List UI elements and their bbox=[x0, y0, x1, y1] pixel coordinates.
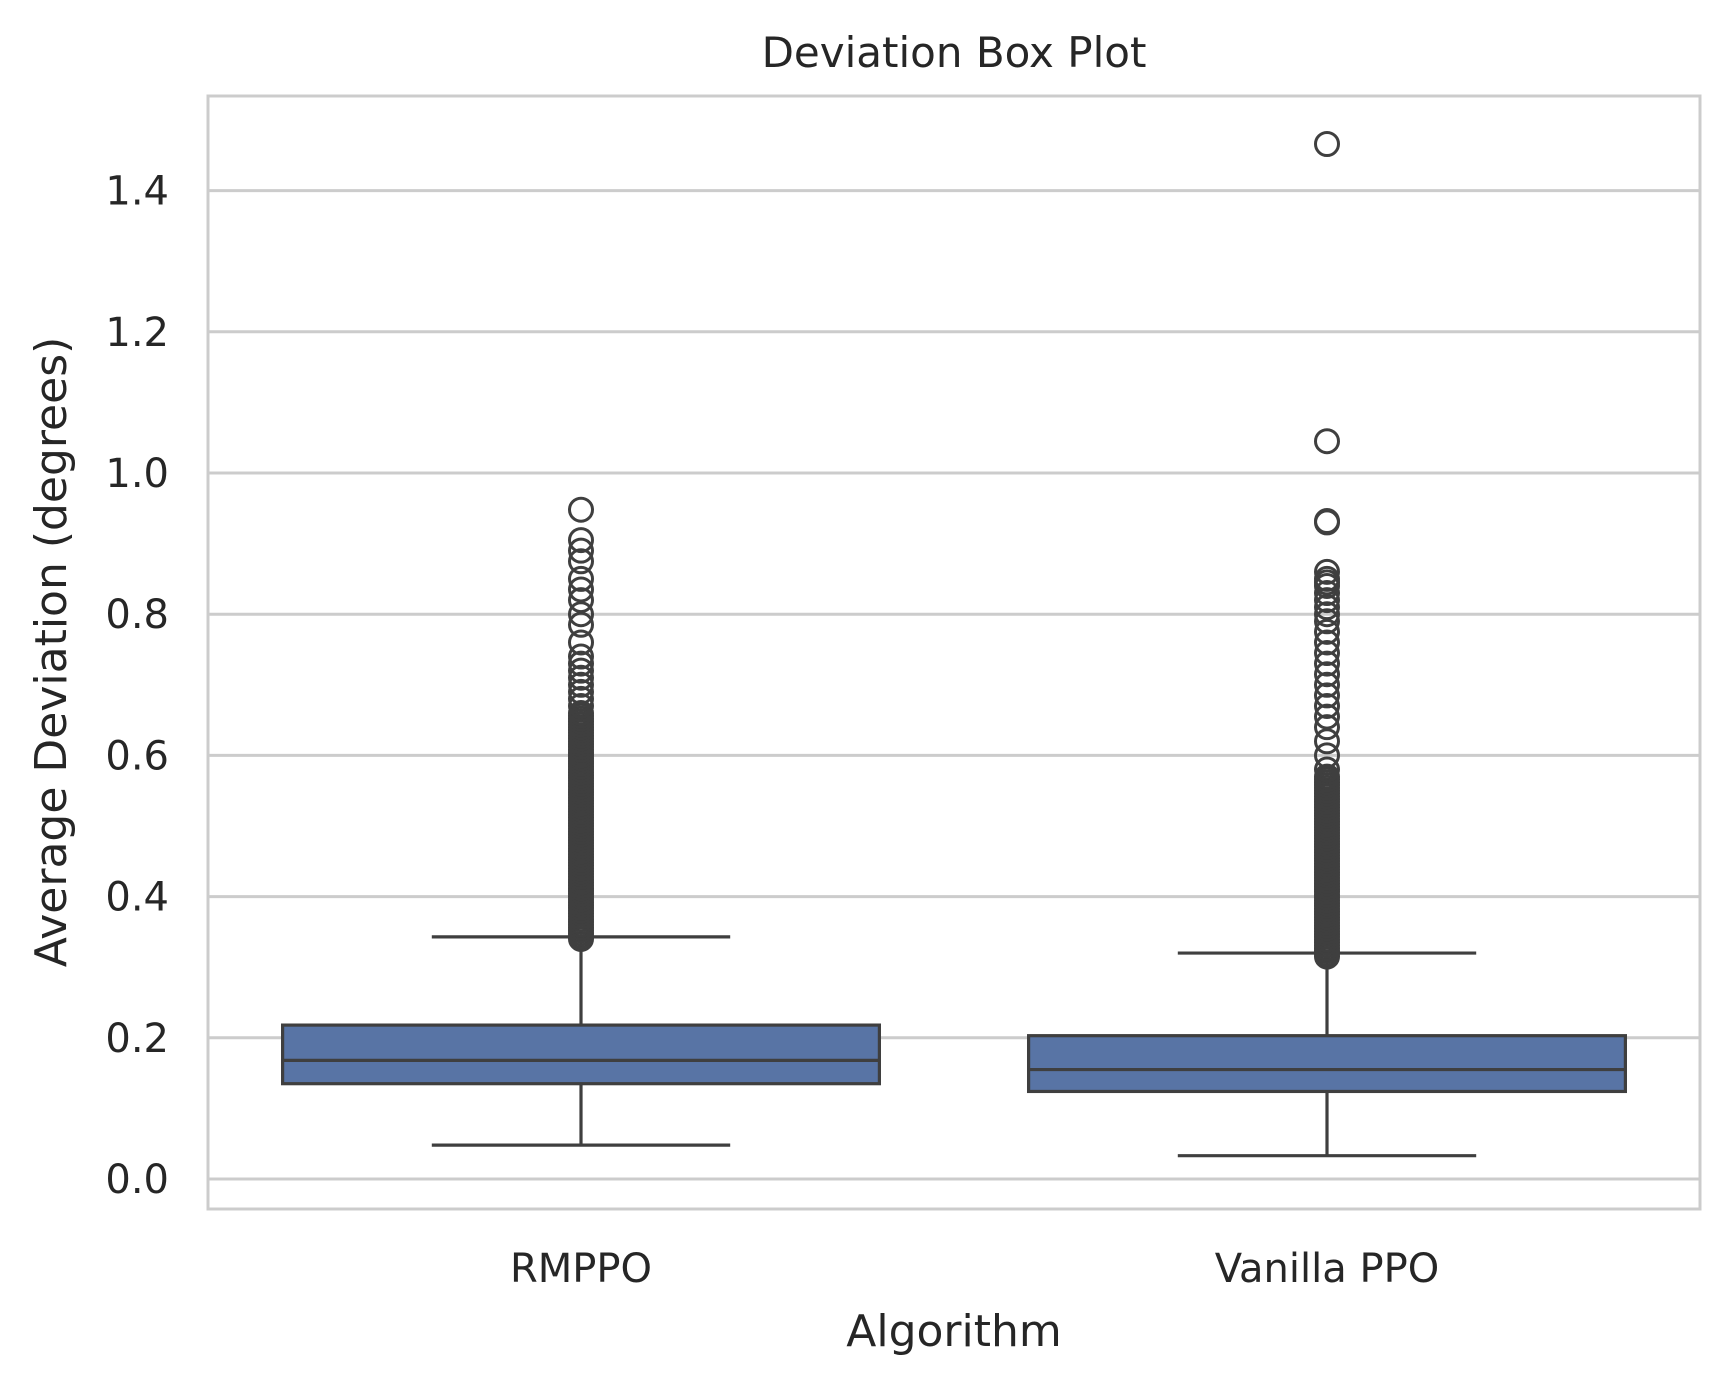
outlier-point bbox=[1314, 508, 1340, 535]
outlier-point bbox=[1314, 703, 1340, 730]
outlier-point bbox=[1314, 587, 1340, 614]
outlier-point bbox=[568, 587, 594, 614]
outlier-point bbox=[1314, 601, 1340, 628]
box-group-rmppo bbox=[281, 496, 881, 1147]
outlier-point bbox=[568, 576, 594, 603]
outlier-point bbox=[1314, 682, 1340, 709]
outlier-point bbox=[1314, 763, 1340, 790]
outlier-point bbox=[568, 700, 594, 727]
outlier-point bbox=[1314, 558, 1340, 585]
y-tick-label: 1.0 bbox=[105, 451, 169, 497]
outlier-point bbox=[568, 650, 594, 677]
x-tick-label: Vanilla PPO bbox=[1215, 1246, 1439, 1292]
outlier-point bbox=[568, 671, 594, 698]
outlier-point bbox=[568, 664, 594, 691]
outlier-point bbox=[568, 685, 594, 712]
y-tick-label: 1.2 bbox=[105, 310, 169, 356]
x-tick-labels: RMPPO Vanilla PPO bbox=[510, 1246, 1439, 1292]
outlier-point bbox=[568, 657, 594, 684]
outlier-point bbox=[568, 678, 594, 705]
outlier-point bbox=[1314, 671, 1340, 698]
outlier-point bbox=[1314, 594, 1340, 621]
outlier-point bbox=[568, 548, 594, 575]
outlier-point bbox=[1314, 756, 1340, 783]
outlier-point bbox=[1314, 580, 1340, 607]
x-tick-label: RMPPO bbox=[510, 1246, 652, 1292]
outlier-point bbox=[568, 601, 594, 628]
outlier-point bbox=[1314, 742, 1340, 769]
outlier-point bbox=[1314, 629, 1340, 656]
outlier-point bbox=[1314, 692, 1340, 719]
outlier-point bbox=[568, 629, 594, 656]
outlier-point bbox=[1314, 608, 1340, 635]
y-tick-label: 0.4 bbox=[105, 875, 169, 921]
y-axis-label: Average Deviation (degrees) bbox=[26, 337, 77, 968]
outlier-point bbox=[568, 611, 594, 638]
outlier-point bbox=[1314, 428, 1340, 455]
x-axis-label: Algorithm bbox=[846, 1306, 1062, 1357]
boxes bbox=[281, 131, 1627, 1158]
plot-frame bbox=[206, 94, 1702, 1211]
outlier-point bbox=[1314, 714, 1340, 741]
iqr-box bbox=[281, 1023, 881, 1086]
outlier-point bbox=[1314, 565, 1340, 592]
outlier-point bbox=[1314, 618, 1340, 645]
outlier-point bbox=[568, 537, 594, 564]
y-tick-label: 0.8 bbox=[105, 592, 169, 638]
y-tick-label: 0.0 bbox=[105, 1157, 169, 1203]
y-tick-labels: 0.0 0.2 0.4 0.6 0.8 1.0 1.2 1.4 bbox=[105, 169, 169, 1203]
chart-title: Deviation Box Plot bbox=[762, 28, 1147, 77]
outlier-point bbox=[568, 692, 594, 719]
outlier-point bbox=[1314, 661, 1340, 688]
outlier-point bbox=[1314, 650, 1340, 677]
outlier-point bbox=[1314, 640, 1340, 667]
y-tick-label: 0.2 bbox=[105, 1016, 169, 1062]
outlier-point bbox=[568, 643, 594, 670]
box-group-vanilla-ppo bbox=[1026, 131, 1627, 1158]
y-tick-label: 0.6 bbox=[105, 733, 169, 779]
outlier-point bbox=[568, 565, 594, 592]
iqr-box bbox=[1026, 1034, 1627, 1094]
outlier-point bbox=[1314, 131, 1340, 158]
y-tick-label: 1.4 bbox=[105, 169, 169, 215]
outlier-point bbox=[568, 527, 594, 554]
outlier-point bbox=[1314, 728, 1340, 755]
outlier-point bbox=[568, 496, 594, 523]
